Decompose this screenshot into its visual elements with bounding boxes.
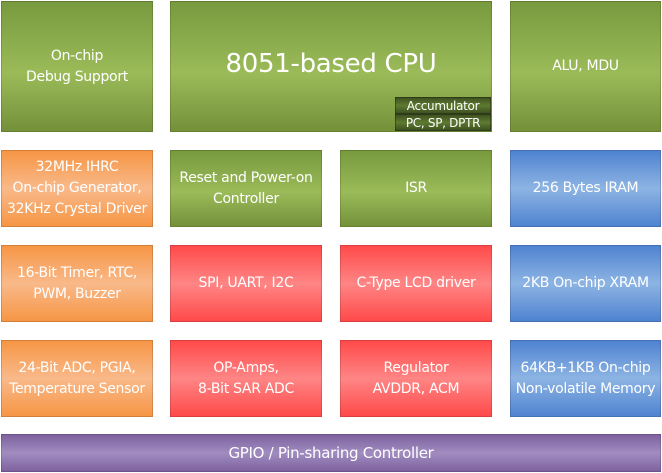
reset-block: Reset and Power-on Controller xyxy=(170,150,322,227)
iram-block: 256 Bytes IRAM xyxy=(510,150,661,227)
lcd-block: C-Type LCD driver xyxy=(340,245,492,322)
debug-block: On-chip Debug Support xyxy=(1,1,153,132)
regulator-block: Regulator AVDDR, ACM xyxy=(340,340,492,417)
registers-block: PC, SP, DPTR xyxy=(395,114,491,131)
clock-block: 32MHz IHRC On-chip Generator, 32KHz Crys… xyxy=(1,150,153,227)
isr-block: ISR xyxy=(340,150,492,227)
alu-block: ALU, MDU xyxy=(510,1,661,132)
gpio-block: GPIO / Pin-sharing Controller xyxy=(1,434,661,472)
serial-block: SPI, UART, I2C xyxy=(170,245,322,322)
adc-block: 24-Bit ADC, PGIA, Temperature Sensor xyxy=(1,340,153,417)
timer-block: 16-Bit Timer, RTC, PWM, Buzzer xyxy=(1,245,153,322)
accumulator-block: Accumulator xyxy=(395,97,491,114)
xram-block: 2KB On-chip XRAM xyxy=(510,245,661,322)
cpu-block: 8051-based CPU Accumulator PC, SP, DPTR xyxy=(170,1,492,132)
nvm-block: 64KB+1KB On-chip Non-volatile Memory xyxy=(510,340,661,417)
cpu-label: 8051-based CPU xyxy=(225,48,437,79)
opamp-block: OP-Amps, 8-Bit SAR ADC xyxy=(170,340,322,417)
